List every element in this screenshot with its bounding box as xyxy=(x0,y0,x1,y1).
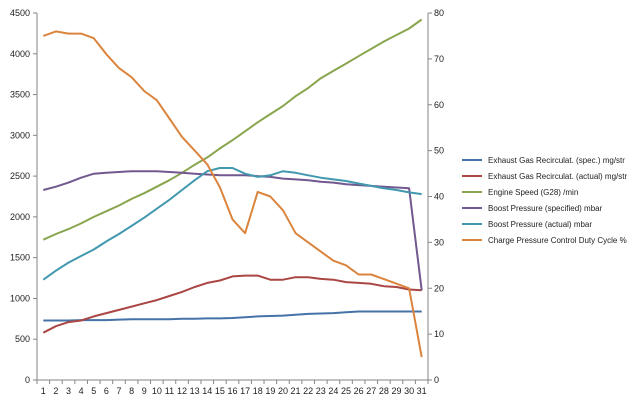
legend-item: Boost Pressure (actual) mbar xyxy=(462,216,627,232)
y-tick-label-left: 500 xyxy=(15,334,30,344)
legend-item: Exhaust Gas Recirculat. (spec.) mg/str xyxy=(462,152,627,168)
y-tick-label-right: 0 xyxy=(434,375,439,385)
legend-swatch xyxy=(462,207,482,209)
legend-label: Exhaust Gas Recirculat. (actual) mg/str xyxy=(488,171,628,181)
y-tick-label-left: 4000 xyxy=(10,49,30,59)
x-tick-label: 1 xyxy=(41,386,46,396)
x-tick-label: 24 xyxy=(328,386,338,396)
x-tick-label: 18 xyxy=(253,386,263,396)
x-tick-label: 14 xyxy=(202,386,212,396)
x-tick-label: 20 xyxy=(278,386,288,396)
y-tick-label-right: 80 xyxy=(434,8,444,18)
x-tick-label: 28 xyxy=(379,386,389,396)
x-tick-label: 9 xyxy=(142,386,147,396)
x-tick-label: 23 xyxy=(316,386,326,396)
y-tick-label-left: 1000 xyxy=(10,293,30,303)
x-tick-label: 27 xyxy=(366,386,376,396)
legend-label: Exhaust Gas Recirculat. (spec.) mg/str xyxy=(488,155,625,165)
y-tick-label-right: 10 xyxy=(434,329,444,339)
legend: Exhaust Gas Recirculat. (spec.) mg/str Ex… xyxy=(462,152,627,248)
y-tick-label-left: 2500 xyxy=(10,171,30,181)
x-tick-label: 21 xyxy=(291,386,301,396)
x-tick-label: 10 xyxy=(152,386,162,396)
x-tick-label: 6 xyxy=(104,386,109,396)
legend-item: Boost Pressure (specified) mbar xyxy=(462,200,627,216)
legend-swatch xyxy=(462,223,482,225)
x-tick-label: 17 xyxy=(240,386,250,396)
series-line-3 xyxy=(42,18,423,241)
series-line-2 xyxy=(42,274,422,334)
x-tick-label: 8 xyxy=(129,386,134,396)
x-tick-label: 4 xyxy=(79,386,84,396)
x-tick-label: 5 xyxy=(91,386,96,396)
legend-item: Exhaust Gas Recirculat. (actual) mg/str xyxy=(462,168,627,184)
x-tick-label: 12 xyxy=(177,386,187,396)
legend-item: Engine Speed (G28) /min xyxy=(462,184,627,200)
legend-swatch xyxy=(462,159,482,161)
series-line-4 xyxy=(43,170,423,291)
x-tick-label: 29 xyxy=(391,386,401,396)
x-tick-label: 11 xyxy=(165,386,174,396)
x-tick-label: 22 xyxy=(303,386,313,396)
x-tick-label: 26 xyxy=(354,386,364,396)
series-line-5 xyxy=(42,167,422,281)
x-tick-label: 7 xyxy=(116,386,121,396)
x-tick-label: 3 xyxy=(66,386,71,396)
y-tick-label-left: 3500 xyxy=(10,90,30,100)
x-tick-label: 31 xyxy=(417,386,427,396)
y-tick-label-left: 2000 xyxy=(10,212,30,222)
y-tick-label-left: 1500 xyxy=(10,253,30,263)
x-tick-label: 19 xyxy=(265,386,275,396)
y-tick-label-right: 70 xyxy=(434,54,444,64)
y-tick-label-left: 0 xyxy=(25,375,30,385)
y-tick-label-left: 4500 xyxy=(10,8,30,18)
y-tick-label-right: 20 xyxy=(434,283,444,293)
legend-label: Engine Speed (G28) /min xyxy=(488,187,579,197)
y-tick-label-right: 60 xyxy=(434,100,444,110)
legend-item: Charge Pressure Control Duty Cycle % xyxy=(462,232,627,248)
legend-label: Boost Pressure (specified) mbar xyxy=(488,203,603,213)
legend-label: Boost Pressure (actual) mbar xyxy=(488,219,593,229)
legend-label: Charge Pressure Control Duty Cycle % xyxy=(488,235,627,245)
x-tick-label: 25 xyxy=(341,386,351,396)
y-tick-label-right: 50 xyxy=(434,146,444,156)
x-tick-label: 30 xyxy=(404,386,414,396)
legend-swatch xyxy=(462,191,482,193)
x-tick-label: 2 xyxy=(53,386,58,396)
legend-swatch xyxy=(462,175,482,177)
x-tick-label: 13 xyxy=(190,386,200,396)
y-tick-label-left: 3000 xyxy=(10,130,30,140)
legend-swatch xyxy=(462,239,482,241)
y-tick-label-right: 30 xyxy=(434,237,444,247)
series-line-1 xyxy=(43,310,422,322)
series-line-6 xyxy=(42,30,423,358)
x-tick-label: 15 xyxy=(215,386,225,396)
x-tick-label: 16 xyxy=(227,386,237,396)
y-tick-label-right: 40 xyxy=(434,192,444,202)
